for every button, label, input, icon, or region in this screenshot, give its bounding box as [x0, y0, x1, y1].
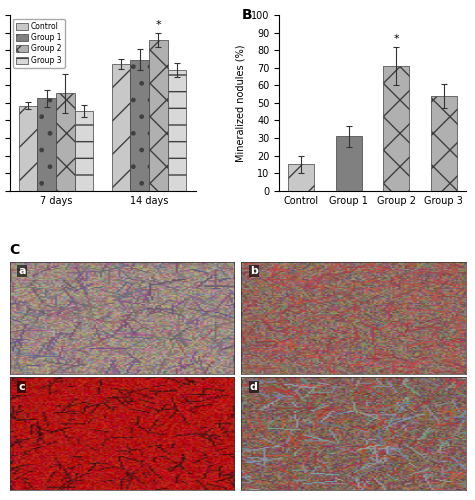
Bar — [149, 40, 168, 191]
Bar — [75, 111, 93, 191]
Bar — [56, 93, 75, 191]
Text: d: d — [250, 382, 258, 392]
Text: B: B — [242, 8, 253, 22]
Bar — [168, 70, 186, 191]
Text: a: a — [19, 266, 26, 276]
Bar — [383, 66, 409, 191]
Bar — [131, 60, 149, 191]
Bar — [431, 96, 457, 191]
Y-axis label: Mineralized nodules (%): Mineralized nodules (%) — [236, 44, 246, 162]
Bar — [335, 136, 362, 191]
Text: c: c — [19, 382, 25, 392]
Bar — [19, 106, 38, 191]
Text: b: b — [250, 266, 258, 276]
Text: C: C — [10, 242, 20, 256]
Text: *: * — [393, 34, 399, 44]
Bar — [38, 98, 56, 191]
Bar — [112, 64, 131, 191]
Text: *: * — [156, 20, 161, 30]
Legend: Control, Group 1, Group 2, Group 3: Control, Group 1, Group 2, Group 3 — [13, 19, 65, 68]
Bar — [288, 164, 314, 191]
